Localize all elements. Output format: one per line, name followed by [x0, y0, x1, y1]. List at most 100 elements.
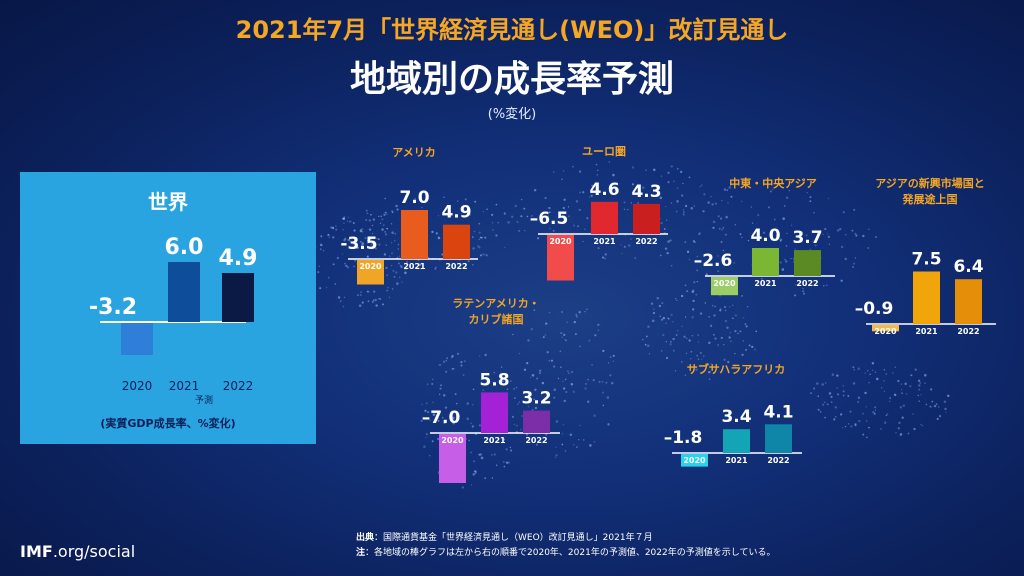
map-dot	[779, 261, 782, 264]
map-dot	[495, 464, 498, 466]
imf-logo[interactable]: IMF.org/social	[20, 542, 135, 561]
map-dot	[561, 336, 563, 338]
map-dot	[901, 392, 903, 395]
map-dot	[397, 243, 400, 246]
map-dot	[365, 218, 368, 221]
map-dot	[504, 246, 506, 249]
map-dot	[711, 203, 714, 206]
map-dot	[676, 299, 678, 302]
map-dot	[697, 334, 699, 336]
map-dot	[623, 245, 626, 248]
map-dot	[437, 236, 440, 238]
map-dot	[943, 400, 947, 404]
map-dot	[429, 455, 431, 457]
map-dot	[372, 299, 375, 301]
region-category-label: 2020	[549, 237, 572, 246]
map-dot	[367, 300, 370, 303]
map-dot	[675, 334, 678, 336]
map-dot	[661, 350, 663, 352]
map-dot	[790, 257, 792, 260]
map-dot	[584, 228, 586, 231]
region-bar-2020	[681, 454, 708, 467]
map-dot	[734, 330, 737, 333]
map-dot	[359, 229, 363, 233]
map-dot	[344, 262, 346, 265]
map-dot	[523, 229, 526, 232]
map-dot	[666, 241, 669, 243]
map-dot	[889, 400, 891, 403]
map-dot	[705, 273, 708, 276]
map-dot	[366, 255, 369, 258]
map-dot	[902, 404, 905, 407]
map-dot	[584, 382, 587, 385]
map-dot	[747, 239, 750, 242]
map-dot	[467, 260, 470, 263]
map-dot	[501, 380, 504, 383]
map-dot	[723, 188, 727, 192]
map-dot	[899, 432, 903, 436]
map-dot	[426, 383, 429, 385]
map-dot	[342, 217, 346, 220]
map-dot	[862, 234, 865, 238]
map-dot	[427, 411, 430, 414]
map-dot	[755, 330, 758, 333]
map-dot	[550, 359, 554, 362]
map-dot	[899, 433, 902, 437]
map-dot	[706, 362, 710, 366]
map-dot	[717, 344, 719, 346]
map-dot	[386, 213, 388, 215]
map-dot	[473, 470, 476, 473]
map-dot	[346, 220, 349, 222]
map-dot	[362, 228, 364, 230]
map-dot	[728, 186, 732, 189]
region-bar-2020	[439, 434, 466, 483]
map-dot	[785, 196, 789, 200]
map-dot	[744, 323, 747, 326]
map-dot	[339, 300, 342, 303]
map-dot	[840, 245, 844, 249]
map-dot	[456, 352, 460, 356]
map-dot	[562, 387, 566, 390]
map-dot	[828, 392, 832, 395]
map-dot	[880, 428, 882, 430]
map-dot	[885, 373, 888, 375]
map-dot	[614, 192, 617, 195]
region-title: サブサハラアフリカ	[646, 362, 826, 378]
map-dot	[867, 370, 869, 372]
region-value-label: -3.5	[340, 234, 377, 254]
map-dot	[520, 429, 522, 431]
map-dot	[889, 397, 892, 399]
map-dot	[834, 416, 837, 418]
map-dot	[810, 392, 812, 395]
region-value-label: 6.4	[953, 257, 983, 277]
map-dot	[344, 237, 347, 240]
map-dot	[482, 210, 485, 213]
map-dot	[566, 321, 568, 324]
map-dot	[572, 390, 575, 393]
map-dot	[730, 195, 733, 198]
map-dot	[612, 173, 615, 177]
map-dot	[515, 424, 518, 427]
map-dot	[844, 233, 847, 236]
map-dot	[503, 465, 506, 468]
map-dot	[669, 239, 672, 242]
map-dot	[627, 208, 629, 211]
map-dot	[601, 391, 605, 394]
map-dot	[667, 180, 670, 184]
region-chart: –7.0 2020 5.8 2021 3.2 2022	[422, 370, 560, 483]
map-dot	[441, 253, 444, 256]
map-dot	[573, 320, 576, 324]
map-dot	[569, 433, 573, 437]
region-title-line: アメリカ	[392, 146, 436, 159]
map-dot	[563, 333, 566, 337]
map-dot	[612, 360, 615, 362]
map-dot	[645, 169, 647, 171]
map-dot	[693, 205, 695, 207]
map-dot	[724, 233, 727, 236]
region-chart: –0.9 2020 7.5 2021 6.4 2022	[855, 250, 996, 336]
map-dot	[721, 228, 723, 231]
map-dot	[582, 191, 585, 194]
map-dot	[893, 393, 897, 397]
map-dot	[667, 171, 670, 174]
map-dot	[420, 268, 422, 270]
